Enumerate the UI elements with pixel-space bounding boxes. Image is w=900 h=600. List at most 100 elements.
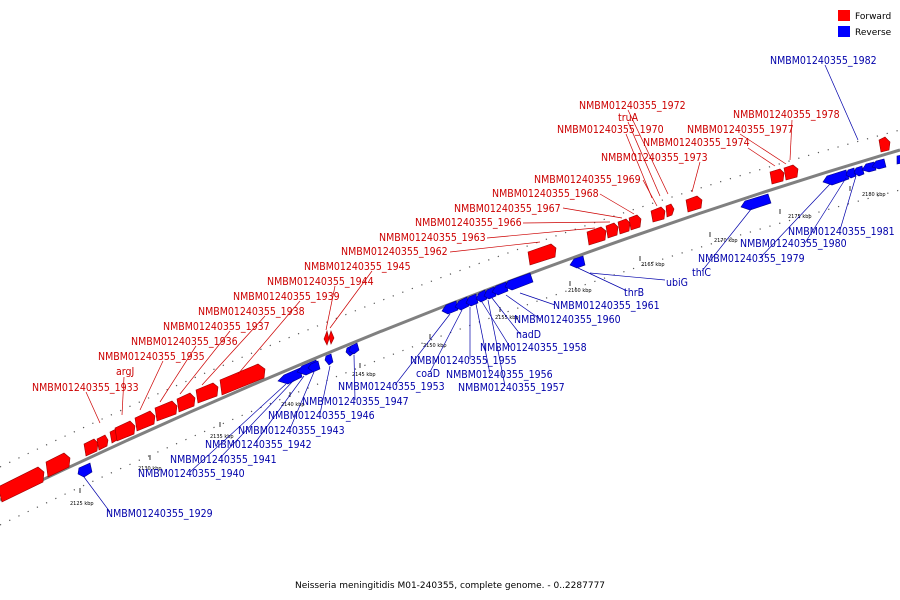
leader-line xyxy=(625,133,653,199)
forward-gene-arrow xyxy=(685,195,703,213)
forward-gene-arrow xyxy=(0,466,45,503)
gene-label[interactable]: NMBM01240355_1945 xyxy=(304,261,411,273)
forward-gene-arrow xyxy=(769,168,785,185)
gene-label[interactable]: NMBM01240355_1961 xyxy=(553,300,660,312)
gene-label[interactable]: NMBM01240355_1982 xyxy=(770,55,877,67)
leader-line xyxy=(353,354,356,401)
forward-leader-lines xyxy=(85,109,793,424)
gene-label[interactable]: NMBM01240355_1943 xyxy=(238,425,345,437)
reverse-gene-arrow xyxy=(845,167,857,179)
forward-gene-arrow xyxy=(219,363,266,396)
leader-line xyxy=(519,292,556,306)
leader-line xyxy=(487,299,506,387)
leader-line xyxy=(789,119,793,161)
gene-label[interactable]: NMBM01240355_1966 xyxy=(415,217,522,229)
gene-label[interactable]: NMBM01240355_1981 xyxy=(788,226,895,238)
forward-gene-arrow xyxy=(527,243,557,266)
gene-label[interactable]: nadD xyxy=(516,329,541,341)
gene-label[interactable]: NMBM01240355_1929 xyxy=(106,508,213,520)
gene-label[interactable]: NMBM01240355_1953 xyxy=(338,381,445,393)
forward-gene-arrow xyxy=(134,410,156,432)
tick-label: 2175 kbp xyxy=(788,214,812,220)
reverse-gene-arrow xyxy=(465,293,479,307)
reverse-gene-arrow xyxy=(569,255,586,269)
forward-genes xyxy=(0,136,891,503)
forward-gene-arrow xyxy=(586,226,607,246)
gene-label[interactable]: NMBM01240355_1978 xyxy=(733,109,840,121)
gene-label[interactable]: NMBM01240355_1958 xyxy=(480,342,587,354)
gene-label[interactable]: NMBM01240355_1972 xyxy=(579,100,686,112)
reverse-gene-arrow xyxy=(475,289,488,303)
leader-line xyxy=(759,183,831,259)
gene-label[interactable]: NMBM01240355_1980 xyxy=(740,238,847,250)
gene-label[interactable]: NMBM01240355_1935 xyxy=(98,351,205,363)
forward-gene-arrow xyxy=(323,329,330,346)
reverse-gene-arrow xyxy=(324,353,334,366)
gene-label[interactable]: NMBM01240355_1941 xyxy=(170,454,277,466)
gene-label[interactable]: thrB xyxy=(624,287,644,299)
leader-line xyxy=(804,177,847,244)
gene-label[interactable]: NMBM01240355_1939 xyxy=(233,291,340,303)
gene-label[interactable]: NMBM01240355_1938 xyxy=(198,306,305,318)
leader-line xyxy=(159,345,197,403)
gene-label[interactable]: NMBM01240355_1944 xyxy=(267,276,374,288)
forward-gene-arrow xyxy=(96,434,109,451)
forward-outer-lane xyxy=(0,129,900,468)
gene-label[interactable]: argJ xyxy=(116,366,134,378)
forward-gene-arrow xyxy=(83,438,99,457)
leader-line xyxy=(599,193,635,215)
gene-label[interactable]: NMBM01240355_1957 xyxy=(458,382,565,394)
gene-label[interactable]: NMBM01240355_1968 xyxy=(492,188,599,200)
gene-label[interactable]: NMBM01240355_1942 xyxy=(205,439,312,451)
reverse-gene-arrow xyxy=(853,165,865,177)
forward-gene-arrow xyxy=(650,206,666,223)
gene-label[interactable]: ubiG xyxy=(666,277,688,289)
gene-label[interactable]: truA xyxy=(618,112,639,124)
gene-label[interactable]: NMBM01240355_1974 xyxy=(643,137,750,149)
leader-line xyxy=(449,241,541,253)
gene-label[interactable]: NMBM01240355_1946 xyxy=(268,410,375,422)
gene-label[interactable]: NMBM01240355_1940 xyxy=(138,468,245,480)
gene-label[interactable]: NMBM01240355_1967 xyxy=(454,203,561,215)
leader-line xyxy=(329,270,373,329)
gene-label[interactable]: coaD xyxy=(416,368,440,380)
forward-gene-arrow xyxy=(617,218,631,235)
gene-label[interactable]: NMBM01240355_1970 xyxy=(557,124,664,136)
leader-line xyxy=(325,285,336,331)
forward-gene-labels: NMBM01240355_1933 argJ NMBM01240355_1935… xyxy=(32,100,840,394)
gene-label[interactable]: NMBM01240355_1936 xyxy=(131,336,238,348)
genome-caption: Neisseria meningitidis M01-240355, compl… xyxy=(295,581,605,591)
gene-label[interactable]: NMBM01240355_1955 xyxy=(410,355,517,367)
reverse-gene-labels: NMBM01240355_1982 NMBM01240355_1981 NMBM… xyxy=(106,55,895,520)
reverse-gene-arrow xyxy=(454,296,470,311)
tick-label: 2140 kbp xyxy=(281,402,305,408)
gene-label[interactable]: NMBM01240355_1969 xyxy=(534,174,641,186)
gene-label[interactable]: NMBM01240355_1960 xyxy=(514,314,621,326)
tick-label: 2125 kbp xyxy=(70,501,94,507)
gene-label[interactable]: NMBM01240355_1962 xyxy=(341,246,448,258)
reverse-gene-arrow xyxy=(77,462,93,478)
tick-label: 2150 kbp xyxy=(423,343,447,349)
leader-line xyxy=(691,161,701,193)
reverse-gene-arrow xyxy=(277,367,303,385)
gene-label[interactable]: thiC xyxy=(692,267,711,279)
leader-line xyxy=(475,303,491,375)
leader-line xyxy=(627,109,669,195)
gene-label[interactable]: NMBM01240355_1977 xyxy=(687,124,794,136)
leader-line xyxy=(83,476,111,513)
gene-label[interactable]: NMBM01240355_1937 xyxy=(163,321,270,333)
gene-label[interactable]: NMBM01240355_1963 xyxy=(379,232,486,244)
forward-gene-arrow xyxy=(176,392,196,413)
leader-line xyxy=(481,301,511,348)
gene-label[interactable]: NMBM01240355_1933 xyxy=(32,382,139,394)
gene-label[interactable]: NMBM01240355_1947 xyxy=(302,396,409,408)
leader-line xyxy=(219,379,295,459)
gene-label[interactable]: NMBM01240355_1979 xyxy=(698,253,805,265)
leader-line xyxy=(121,376,125,416)
reverse-gene-arrow xyxy=(504,272,534,291)
gene-label[interactable]: NMBM01240355_1956 xyxy=(446,369,553,381)
reverse-gene-arrow xyxy=(861,161,877,173)
gene-label[interactable]: NMBM01240355_1973 xyxy=(601,152,708,164)
